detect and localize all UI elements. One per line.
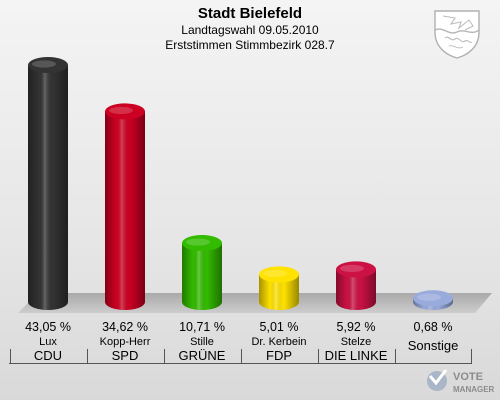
party-label: FDP [266,348,292,363]
chart-titles: Stadt Bielefeld Landtagswahl 09.05.2010 … [0,5,500,53]
axis-tick [164,349,165,364]
value-label: 10,71 % [179,320,225,334]
axis-tick [241,349,242,364]
value-label: 0,68 % [413,320,453,334]
axis-tick [87,349,88,364]
vote-manager-logo: VOTE MANAGER [427,369,495,394]
value-label: 43,05 % [25,320,71,334]
bar-5 [413,290,453,310]
candidate-label: Dr. Kerbein [251,336,307,348]
party-label: SPD [111,348,139,363]
axis-tick [318,349,319,364]
axis-tick [471,349,472,364]
bar-4 [336,261,376,310]
candidate-label: Stelze [340,336,372,348]
candidate-label: Kopp-Herr [99,336,151,348]
candidate-label: Lux [39,336,57,348]
coat-of-arms-icon [434,10,480,59]
party-label: Sonstige [407,338,459,353]
axis-tick [10,349,11,364]
candidate-label: Stille [190,336,214,348]
chart-subtitle-district: Erststimmen Stimmbezirk 028.7 [165,38,335,52]
party-label: GRÜNE [178,348,226,363]
chart-subtitle-election: Landtagswahl 09.05.2010 [181,23,319,37]
value-label: 5,92 % [336,320,376,334]
axis-tick [395,349,396,364]
value-label: 34,62 % [102,320,148,334]
bar-2 [182,235,222,310]
brand-line1: VOTE [453,371,483,383]
party-label: DIE LINKE [324,348,388,363]
chart-title: Stadt Bielefeld [197,5,303,22]
bar-3 [259,266,299,310]
axis-baseline [9,363,472,364]
bars-group [28,57,453,310]
bar-1 [105,103,145,310]
party-label: CDU [33,348,63,363]
bar-0 [28,57,68,310]
brand-line2: MANAGER [453,385,495,394]
value-label: 5,01 % [259,320,299,334]
